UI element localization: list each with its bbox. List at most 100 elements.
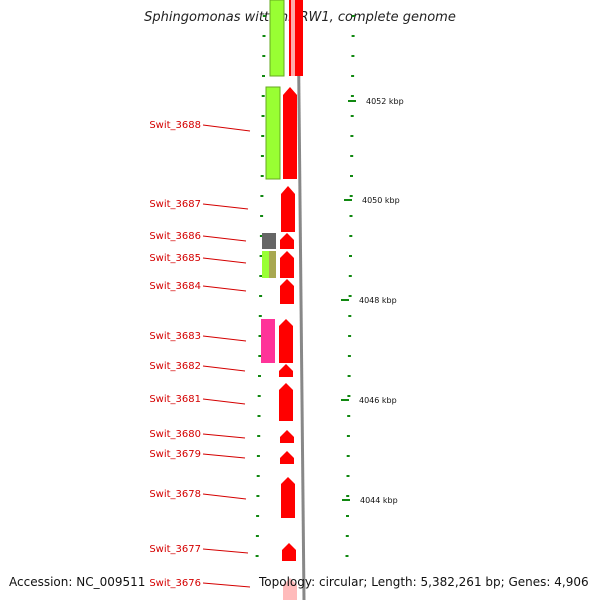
gene-leader-line — [202, 203, 249, 210]
tick-column-right — [345, 15, 355, 557]
gene-label-swit_3682[interactable]: Swit_3682 — [149, 361, 201, 372]
minor-tick — [346, 435, 350, 437]
cds-feature-3683 — [261, 319, 275, 363]
gene-label-swit_3684[interactable]: Swit_3684 — [149, 281, 201, 292]
scale-label: 4046 kbp — [359, 396, 397, 405]
gene-label-swit_3676[interactable]: Swit_3676 — [149, 578, 201, 589]
gene-leader-line — [202, 433, 246, 439]
cds-feature-3685b — [269, 251, 276, 278]
scale-label: 4044 kbp — [360, 496, 398, 505]
gene-leader-line — [202, 235, 247, 242]
minor-tick — [348, 315, 352, 317]
cds-feature-3685 — [262, 251, 269, 278]
minor-tick — [348, 275, 352, 277]
gene-label-swit_3680[interactable]: Swit_3680 — [149, 429, 201, 440]
minor-tick — [349, 195, 353, 197]
minor-tick — [347, 355, 351, 357]
gene-label-swit_3688[interactable]: Swit_3688 — [149, 120, 201, 131]
minor-tick — [349, 255, 352, 257]
gene-arrow-3683 — [279, 319, 293, 363]
gene-label-swit_3681[interactable]: Swit_3681 — [149, 394, 201, 405]
gene-arrow-3688 — [283, 87, 297, 179]
minor-tick — [258, 315, 262, 317]
major-tick — [341, 299, 349, 301]
gene-leader-line — [202, 398, 246, 405]
gene-leader-line — [202, 493, 247, 500]
gene-arrow-3677 — [282, 543, 296, 561]
minor-tick — [347, 395, 351, 397]
gene-leader-line — [202, 257, 247, 264]
minor-tick — [260, 195, 264, 197]
minor-tick — [346, 495, 350, 497]
cds-feature-3686 — [262, 233, 276, 249]
minor-tick — [349, 235, 353, 237]
gene-feature-top-highlight — [291, 0, 295, 76]
minor-tick — [350, 95, 354, 97]
minor-tick — [256, 515, 260, 517]
gene-label-swit_3678[interactable]: Swit_3678 — [149, 489, 201, 500]
gene-arrow-3684 — [280, 279, 294, 304]
minor-tick — [346, 475, 350, 477]
minor-tick — [348, 295, 352, 297]
minor-tick — [347, 375, 351, 377]
topology-text: Topology: circular; Length: 5,382,261 bp… — [259, 575, 589, 589]
minor-tick — [350, 135, 354, 137]
scale-labels: 4052 kbp 4050 kbp 4048 kbp 4046 kbp 4044 kbp — [341, 97, 404, 505]
gene-arrow-3687 — [281, 186, 295, 232]
minor-tick — [262, 55, 266, 57]
gene-label-swit_3679[interactable]: Swit_3679 — [149, 449, 201, 460]
cds-feature-3688 — [265, 86, 281, 180]
minor-tick — [261, 115, 265, 117]
accession-text: Accession: NC_009511 — [9, 575, 146, 589]
minor-tick — [258, 355, 262, 357]
minor-tick — [256, 495, 260, 497]
gene-label-swit_3685[interactable]: Swit_3685 — [149, 253, 201, 264]
gene-arrow-3679 — [280, 451, 294, 464]
gene-arrow-3686 — [280, 233, 294, 249]
gene-leader-line — [202, 548, 249, 554]
gene-leader-line — [202, 582, 251, 588]
minor-tick — [259, 275, 263, 277]
minor-tick — [258, 375, 261, 377]
minor-tick — [345, 555, 349, 557]
major-tick — [344, 199, 352, 201]
minor-tick — [257, 395, 261, 397]
minor-tick — [260, 215, 264, 217]
gene-leader-line — [202, 124, 251, 132]
minor-tick — [262, 35, 266, 37]
minor-tick — [350, 115, 354, 117]
minor-tick — [351, 75, 355, 77]
minor-tick — [351, 35, 355, 37]
gene-arrow-3676 — [283, 578, 297, 600]
major-tick — [342, 499, 350, 501]
minor-tick — [261, 135, 265, 137]
gene-leader-line — [202, 365, 246, 372]
cds-feature-top — [269, 0, 285, 77]
minor-tick — [259, 255, 263, 257]
minor-tick — [347, 415, 351, 417]
minor-tick — [259, 235, 263, 237]
scale-label: 4052 kbp — [366, 97, 404, 106]
gene-label-swit_3687[interactable]: Swit_3687 — [149, 199, 201, 210]
gene-label-swit_3683[interactable]: Swit_3683 — [149, 331, 201, 342]
minor-tick — [350, 175, 353, 177]
major-tick — [341, 399, 349, 401]
gene-leader-line — [202, 335, 247, 342]
genome-backbone — [296, 0, 306, 600]
gene-leader-line — [202, 453, 246, 459]
minor-tick — [262, 75, 265, 77]
minor-tick — [351, 55, 355, 57]
gene-label-swit_3677[interactable]: Swit_3677 — [149, 544, 201, 555]
minor-tick — [257, 415, 261, 417]
gene-label-swit_3686[interactable]: Swit_3686 — [149, 231, 201, 242]
minor-tick — [262, 15, 266, 17]
minor-tick — [255, 535, 259, 537]
minor-tick — [346, 515, 349, 517]
minor-tick — [261, 95, 265, 97]
minor-tick — [257, 435, 261, 437]
minor-tick — [346, 455, 350, 457]
gene-arrow-3681 — [279, 383, 293, 421]
minor-tick — [259, 295, 263, 297]
minor-tick — [345, 535, 349, 537]
